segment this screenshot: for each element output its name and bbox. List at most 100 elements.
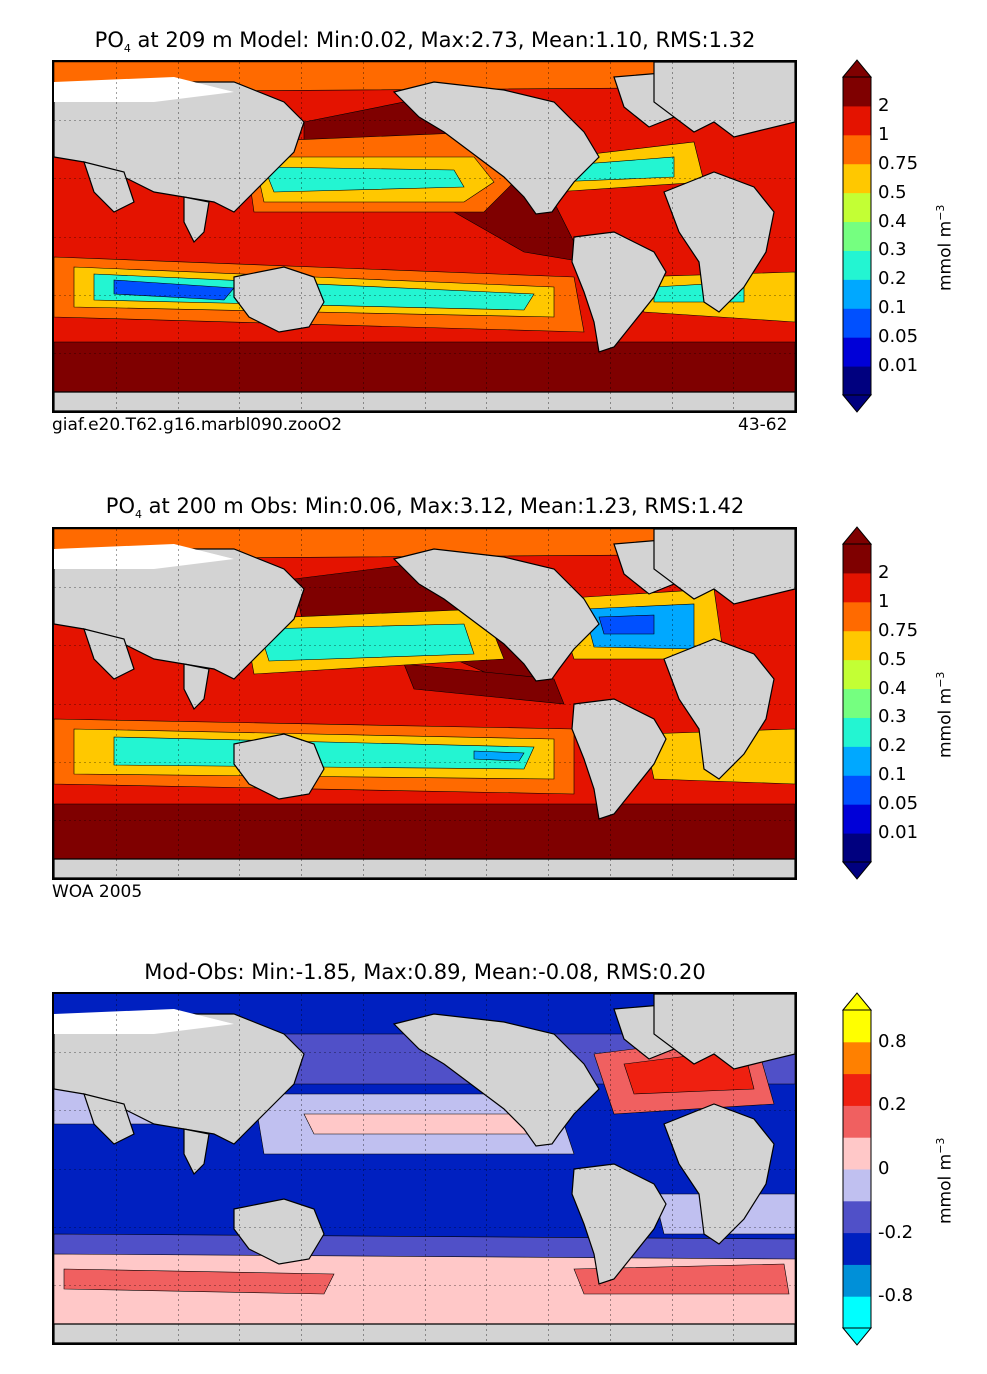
land-europe-asia: [653, 994, 795, 1070]
colorbar-tick-label: 0.05: [878, 326, 919, 348]
panel-1-map: [52, 60, 797, 413]
colorbar-segment-1: [843, 1264, 871, 1297]
contour-region-8: [473, 750, 525, 762]
colorbar-tick-label: 2: [878, 561, 890, 583]
colorbar-segment-8: [843, 601, 871, 632]
colorbar-tick-label: -0.8: [878, 1285, 914, 1307]
land-north-america: [392, 1013, 600, 1147]
colorbar-unit-base: mmol m: [935, 687, 956, 758]
contour-region-4: [263, 166, 465, 193]
colorbar-tick-label: 0.05: [878, 793, 919, 815]
colorbar-segment-2: [843, 308, 871, 338]
land-india: [183, 1128, 210, 1176]
map-canvas: [54, 529, 795, 878]
colorbar-unit-label: mmol m−3: [934, 205, 956, 291]
sea-ice-patch: [54, 77, 234, 102]
land-antarctica: [54, 1323, 795, 1343]
panel-3-title: Mod-Obs: Min:-1.85, Max:0.89, Mean:-0.08…: [0, 960, 850, 984]
colorbar-unit-base: mmol m: [935, 220, 956, 291]
contour-region-7: [63, 1268, 335, 1295]
panel-2-title-var: PO: [105, 494, 135, 518]
colorbar-segment-10: [843, 544, 871, 574]
colorbar-segment-9: [843, 105, 871, 136]
colorbar-tick-label: 0.2: [878, 735, 907, 757]
colorbar-tick-label: 0.2: [878, 1094, 907, 1116]
colorbar-tick-label: 0.4: [878, 210, 907, 232]
colorbar-segment-2: [843, 775, 871, 805]
colorbar-frame: [842, 76, 872, 396]
contour-region-7: [113, 736, 535, 770]
colorbar-tick-label: 0.01: [878, 822, 919, 844]
colorbar-segment-9: [843, 1010, 871, 1043]
colorbar-tick-label: 0: [878, 1158, 890, 1179]
contour-region-11: [598, 614, 655, 635]
colorbar-extend-max: [841, 526, 873, 545]
colorbar-segment-1: [843, 337, 871, 367]
colorbar-segment-9: [843, 572, 871, 603]
land-europe-asia: [653, 62, 795, 138]
colorbar-segment-7: [843, 163, 871, 194]
colorbar-tick-label: 0.75: [878, 619, 919, 641]
colorbar-segment-3: [843, 1200, 871, 1234]
panel-1-years: 43-62: [738, 415, 788, 435]
land-africa: [663, 638, 775, 780]
colorbar-segment-8: [843, 1041, 871, 1075]
colorbar-frame: [842, 543, 872, 863]
contour-region-2: [403, 663, 565, 705]
panel-1-case-name: giaf.e20.T62.g16.marbl090.zooO2: [52, 415, 343, 435]
contour-region-0: [54, 341, 795, 393]
panel-2-map: [52, 527, 797, 880]
colorbar-tick-label: -0.2: [878, 1221, 914, 1243]
panel-2-title-rest: at 200 m Obs: Min:0.06, Max:3.12, Mean:1…: [141, 494, 745, 518]
panel-2-source: WOA 2005: [52, 882, 143, 902]
colorbar-tick-label: 2: [878, 94, 890, 116]
colorbar-extend-max: [841, 992, 873, 1011]
colorbar-segment-1: [843, 804, 871, 834]
land-antarctica: [54, 391, 795, 411]
colorbar-tick-label: 0.1: [878, 764, 907, 786]
colorbar-segment-3: [843, 279, 871, 309]
colorbar-extend-min: [841, 861, 873, 880]
land-africa: [663, 1103, 775, 1245]
colorbar-segment-6: [843, 1105, 871, 1138]
colorbar-tick-label: 0.5: [878, 648, 907, 670]
land-antarctica: [54, 858, 795, 878]
contour-region-0: [54, 803, 795, 860]
colorbar-tick-label: 1: [878, 590, 890, 612]
panel-1-colorbar: [841, 59, 873, 413]
colorbar-tick-label: 0.4: [878, 677, 907, 699]
colorbar-segment-5: [843, 1137, 871, 1170]
land-arabia: [83, 161, 135, 213]
land-north-america: [392, 548, 600, 682]
panel-3-title-rest: Mod-Obs: Min:-1.85, Max:0.89, Mean:-0.08…: [144, 960, 706, 984]
colorbar-tick-label: 0.3: [878, 706, 907, 728]
colorbar-unit-base: mmol m: [935, 1153, 956, 1224]
panel-2-title: PO4 at 200 m Obs: Min:0.06, Max:3.12, Me…: [0, 494, 850, 521]
colorbar-segment-7: [843, 630, 871, 661]
colorbar-segment-6: [843, 192, 871, 223]
panel-1-title-rest: at 209 m Model: Min:0.02, Max:2.73, Mean…: [130, 28, 756, 52]
colorbar-canvas: [841, 992, 873, 1346]
colorbar-tick-label: 0.2: [878, 268, 907, 290]
colorbar-segment-8: [843, 134, 871, 165]
panel-2-colorbar: [841, 526, 873, 880]
colorbar-segment-6: [843, 659, 871, 690]
colorbar-extend-min: [841, 394, 873, 413]
colorbar-tick-label: 1: [878, 123, 890, 145]
colorbar-segment-4: [843, 717, 871, 747]
land-india: [183, 196, 210, 244]
colorbar-segment-10: [843, 77, 871, 107]
land-south-america: [571, 698, 667, 820]
land-south-america: [571, 231, 667, 353]
colorbar-segment-0: [843, 1296, 871, 1329]
panel-1-title: PO4 at 209 m Model: Min:0.02, Max:2.73, …: [0, 28, 850, 55]
colorbar-tick-label: 0.5: [878, 181, 907, 203]
colorbar-tick-label: 0.1: [878, 297, 907, 319]
land-north-america: [392, 81, 600, 215]
colorbar-segment-0: [843, 366, 871, 396]
land-india: [183, 663, 210, 711]
colorbar-segment-4: [843, 250, 871, 280]
colorbar-segment-0: [843, 833, 871, 863]
panel-3-colorbar: [841, 992, 873, 1346]
colorbar-tick-label: 0.01: [878, 355, 919, 377]
